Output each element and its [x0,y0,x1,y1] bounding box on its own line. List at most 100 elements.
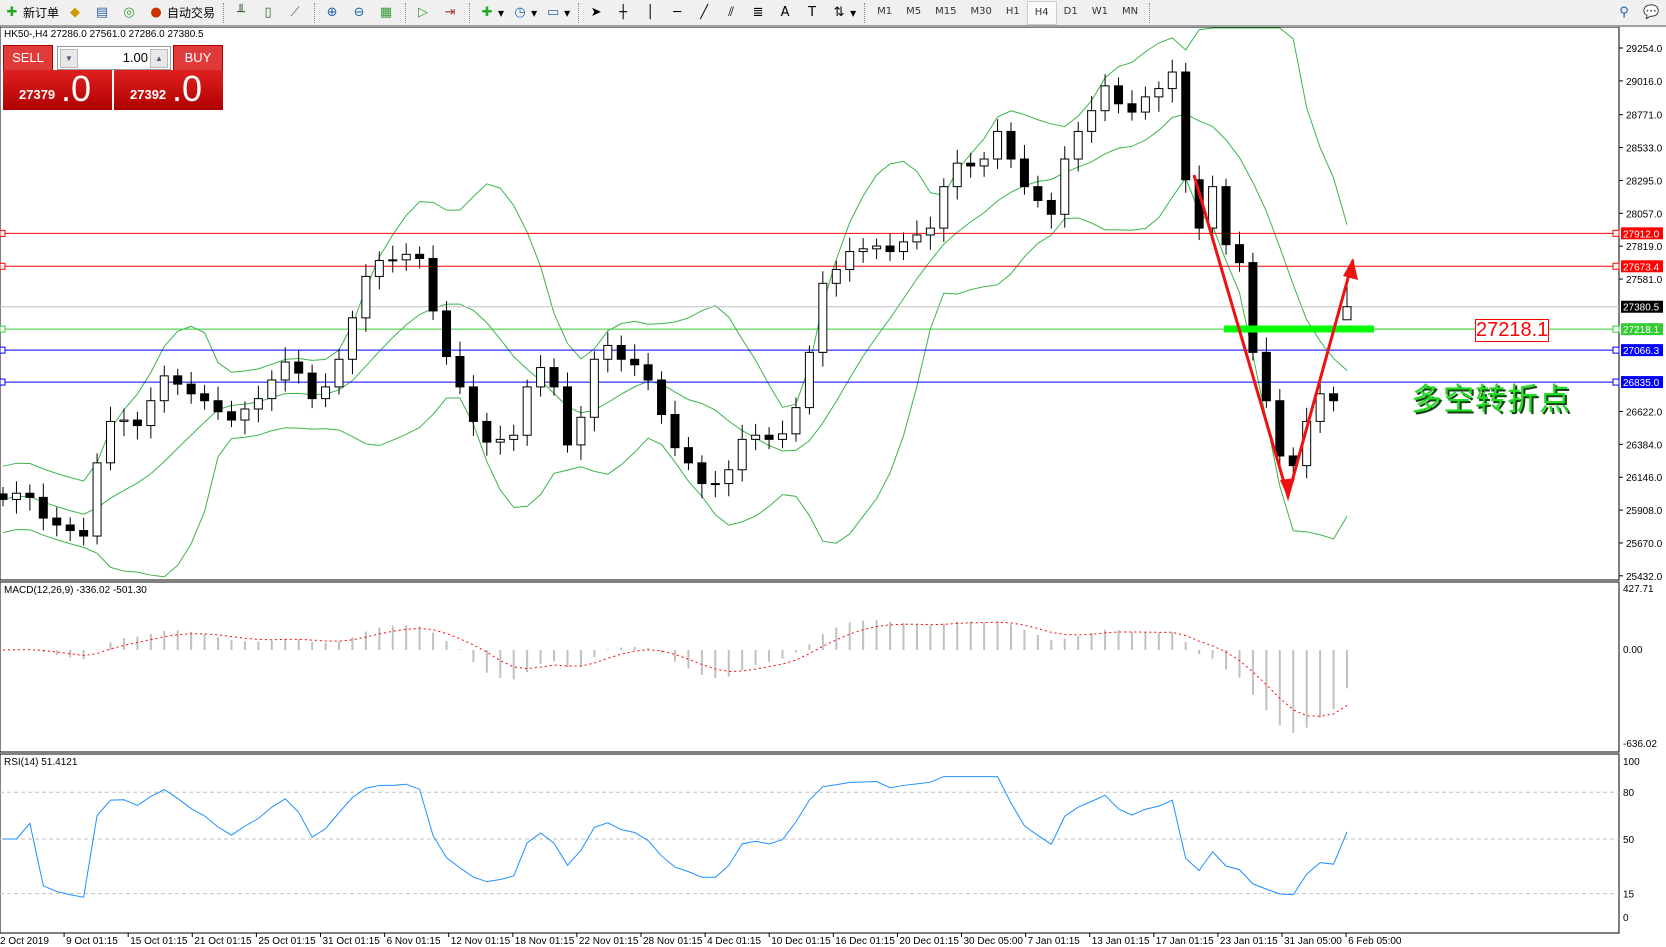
rsi-label: RSI(14) 51.4121 [4,757,78,768]
line-chart-button[interactable]: ⟋ [283,2,310,24]
candle-body [0,493,8,500]
tile-windows-icon: ▦ [379,4,393,20]
templates-button[interactable]: ▭ ▾ [546,4,571,20]
time-tick-label: 21 Oct 01:15 [194,936,252,947]
timeframe-m15[interactable]: M15 [935,5,957,17]
level-price-label: 26835.0 [1623,378,1660,389]
candle-body [106,420,116,464]
zoom-out-icon: ⊖ [353,4,365,20]
candle-body [428,257,438,312]
timeframe-m5[interactable]: M5 [906,5,922,17]
level-price-badge [1621,344,1663,357]
new-order-button[interactable]: ✚ 新订单 [0,2,63,24]
time-tick-label: 17 Jan 01:15 [1156,936,1214,947]
crosshair-button[interactable]: ┼ [611,2,638,24]
arrowhead-down [1280,478,1295,498]
candle-body [482,420,492,443]
candle-body [468,386,478,422]
level-price-label: 27673.4 [1623,262,1660,273]
auto-scroll-button[interactable]: ▷ [411,2,438,24]
candle-body [778,433,788,440]
candle-body [697,462,707,485]
sell-price-button[interactable]: 27379 .0 [3,68,112,110]
chart-shift-button[interactable]: ⇥ [438,2,465,24]
candle-body [1154,88,1164,98]
price-tick-label: 25908.0 [1626,506,1663,517]
timeframe-w1[interactable]: W1 [1091,5,1108,17]
macd-signal-line [2,621,1348,717]
level-handle [0,229,6,237]
timeframe-d1[interactable]: D1 [1063,5,1078,17]
timeframe-m30[interactable]: M30 [970,5,992,17]
candle-body [388,259,398,262]
candle-body [724,469,734,485]
zoom-in-button[interactable]: ⊕ [320,2,347,24]
buy-price-button[interactable]: 27392 .0 [114,68,223,110]
timeframe-mn[interactable]: MN [1121,5,1139,17]
separator [1149,2,1151,23]
trendline-icon: ╱ [700,4,709,20]
macd-label: MACD(12,26,9) -336.02 -501.30 [4,585,147,596]
separator [578,2,580,23]
chat-button[interactable]: 💬 [1639,2,1666,24]
candle-body [522,386,532,436]
new-order-icon: ✚ [6,4,18,20]
fibonacci-button[interactable]: ≣ [746,2,773,24]
level-handle [0,325,6,333]
search-button[interactable]: ⚲ [1612,2,1639,24]
candle-body [979,158,989,167]
candle-body [307,372,317,400]
candle-body [361,275,371,319]
add-indicator-button[interactable]: ✚ ▾ [475,2,508,24]
time-tick-label: 28 Nov 01:15 [643,936,703,947]
text-button[interactable]: A [773,2,800,24]
arrows-icon: ⇅ [833,4,845,20]
timeframe-m1[interactable]: M1 [877,5,893,17]
periods-icon: ◷ [514,4,526,20]
auto-trading-button[interactable]: ● 自动交易 [144,2,219,24]
candle-body [334,358,344,388]
macd-tick-label: 0.00 [1623,645,1643,656]
text-label-button[interactable]: T [800,2,827,24]
arrows-button[interactable]: ⇅ ▾ [827,2,860,24]
time-tick-label: 22 Nov 01:15 [579,936,639,947]
candle-body [1087,110,1097,132]
candle-body [200,393,210,402]
rsi-tick-label: 50 [1623,835,1635,846]
equidistant-channel-button[interactable]: ⫽ [719,2,746,24]
zoom-out-button[interactable]: ⊖ [347,2,374,24]
trendline-button[interactable]: ╱ [692,2,719,24]
bar-chart-button[interactable]: ╨ [229,2,256,24]
candle-body [562,386,572,446]
tile-windows-button[interactable]: ▦ [374,2,401,24]
cursor-button[interactable]: ➤ [584,2,611,24]
candle-body [455,356,465,388]
price-tick-label: 29254.0 [1626,44,1663,55]
buy-price-fraction: .0 [172,68,203,109]
lot-increase-button[interactable]: ▲ [150,49,168,68]
lot-decrease-button[interactable]: ▼ [60,49,78,68]
candle-body [925,227,935,236]
price-tick-label: 28771.0 [1626,111,1663,122]
signal-button[interactable]: ◎ [117,2,144,24]
level-handle [1612,229,1620,237]
time-tick-label: 4 Dec 01:15 [707,936,761,947]
candle-body [38,496,48,519]
candlestick-button[interactable]: ▯ [256,2,283,24]
sell-button[interactable]: SELL [3,45,53,71]
horizontal-line-button[interactable]: ─ [665,2,692,24]
periods-button[interactable]: ◷ ▾ [508,2,541,24]
timeframe-h4[interactable]: H4 [1026,0,1057,25]
market-watch-button[interactable]: ◆ [63,2,90,24]
search-icon: ⚲ [1619,4,1629,20]
vertical-line-button[interactable]: │ [638,2,665,24]
timeframe-bar: M1 M5 M15 M30 H1 H4 D1 W1 MN [870,0,1145,25]
candle-body [92,462,102,537]
candle-body [1181,71,1191,181]
candle-body [589,358,599,418]
toolbar: ✚ 新订单 ◆ ▤ ◎ ● 自动交易 ╨ ▯ ⟋ ⊕ ⊖ ▦ ▷ ⇥ ✚ ▾ ◷ ▾ ▭… [0,0,1666,27]
lot-size-input[interactable]: ▼ 1.00 ▲ [57,46,171,70]
navigator-button[interactable]: ▤ [90,2,117,24]
timeframe-h1[interactable]: H1 [1005,5,1020,17]
